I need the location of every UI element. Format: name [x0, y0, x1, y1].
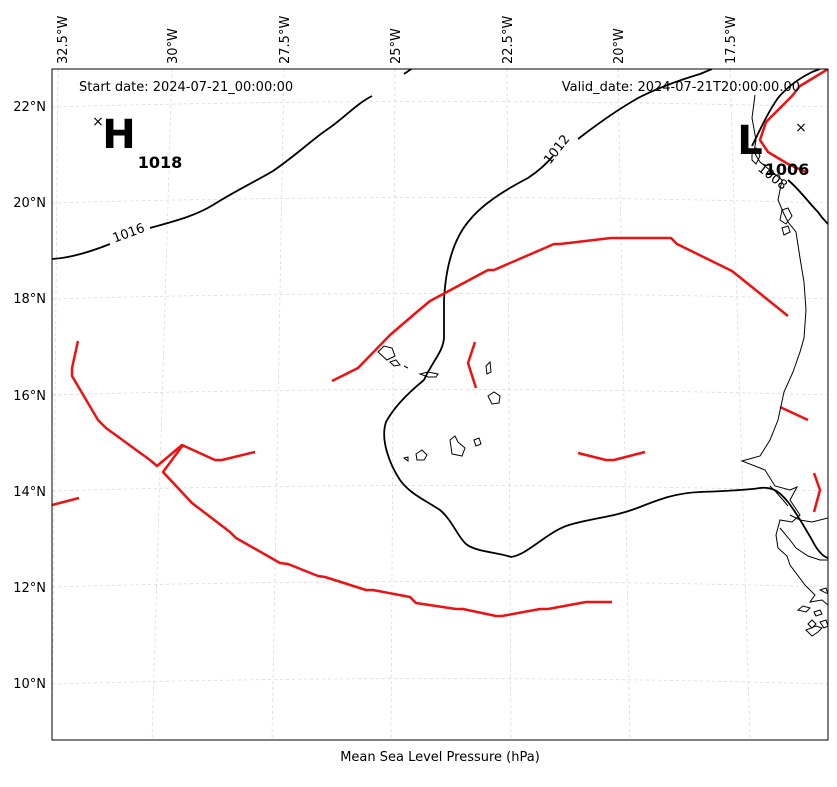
front-4: [331, 236, 789, 383]
meridian-30w: [151, 69, 173, 740]
island-fogo: [415, 449, 428, 461]
lat-label-12n: 12°N: [13, 581, 46, 596]
island-boa-vista: [487, 391, 501, 405]
lat-label-18n: 18°N: [13, 292, 46, 307]
longitude-labels: 32.5°W 30°W 27.5°W 25°W 22.5°W 20°W 17.5…: [56, 16, 739, 64]
low-center-symbol: L: [737, 118, 763, 164]
meridian-22-5w: [506, 69, 512, 740]
parallel-16n: [52, 389, 828, 396]
parallel-20n: [52, 197, 828, 204]
lon-label-32-5w: 32.5°W: [56, 16, 71, 64]
island-s4: [805, 625, 823, 637]
front-1: [70, 340, 256, 468]
isobar-1012: [423, 69, 713, 381]
island-sao-vicente: [389, 359, 401, 367]
contour-label-1012: 1012: [541, 132, 573, 167]
isobar-1012-south: [383, 379, 789, 558]
front-2: [161, 444, 612, 618]
front-3: [52, 496, 80, 507]
low-center-value: 1006: [765, 160, 810, 179]
isobar-edge: [787, 501, 828, 559]
lon-label-20w: 20°W: [612, 28, 627, 64]
island-sal: [485, 360, 492, 375]
high-pressure-center: × H 1018: [92, 112, 182, 172]
island-s5: [819, 619, 828, 629]
front-7: [779, 405, 809, 422]
coast-bissagos: [779, 527, 828, 561]
meridian-17-5w: [729, 69, 751, 740]
isobar-1008: [751, 69, 821, 147]
lat-label-16n: 16°N: [13, 389, 46, 404]
contour-labels: 1016 1012 1008: [111, 132, 790, 246]
isobars: [52, 69, 828, 559]
parallel-22n: [52, 101, 828, 108]
high-center-symbol: H: [102, 112, 135, 158]
meridian-27-5w: [271, 69, 285, 740]
fronts: [52, 69, 828, 618]
island-santa-luzia: [403, 365, 409, 369]
coast-gambia: [789, 514, 828, 523]
lon-label-27-5w: 27.5°W: [278, 16, 293, 64]
island-maio: [473, 437, 482, 447]
front-6: [577, 450, 646, 462]
valid-date-label: Valid_date: 2024-07-21T20:00:00.00: [562, 80, 800, 95]
high-center-marker: ×: [92, 114, 104, 130]
island-brava: [402, 456, 409, 462]
meridian-20w: [617, 69, 631, 740]
front-9: [758, 69, 828, 175]
isobar-1008-tail: [787, 179, 828, 225]
island-santiago: [449, 435, 466, 457]
lat-label-14n: 14°N: [13, 485, 46, 500]
lon-label-25w: 25°W: [389, 28, 404, 64]
island-sao-nicolau: [418, 371, 439, 378]
front-5: [466, 341, 478, 389]
parallel-12n: [52, 581, 828, 588]
lat-label-20n: 20°N: [13, 196, 46, 211]
map-caption: Mean Sea Level Pressure (hPa): [340, 750, 540, 765]
parallel-14n: [52, 485, 828, 492]
lat-label-10n: 10°N: [13, 677, 46, 692]
coast-cape-verde-peninsula: [769, 485, 789, 507]
parallel-10n: [52, 678, 828, 685]
meridian-32-5w: [52, 69, 59, 740]
low-center-marker: ×: [795, 120, 807, 136]
lon-label-30w: 30°W: [166, 28, 181, 64]
island-s3: [807, 619, 817, 629]
west-africa-coast: [740, 94, 828, 606]
high-center-value: 1018: [138, 153, 183, 172]
lon-label-17-5w: 17.5°W: [724, 16, 739, 64]
island-n1: [779, 207, 793, 225]
meridian-25w: [390, 69, 396, 740]
island-santo-antao: [377, 345, 396, 361]
island-n3: [751, 147, 761, 165]
low-pressure-center: × L 1006: [737, 118, 809, 179]
coastline: [377, 94, 828, 637]
start-date-label: Start date: 2024-07-21_00:00:00: [79, 80, 293, 95]
contour-label-1016: 1016: [111, 221, 147, 246]
island-s1: [796, 605, 811, 613]
map-frame: [51, 68, 829, 741]
lat-label-22n: 22°N: [13, 100, 46, 115]
lon-label-22-5w: 22.5°W: [501, 16, 516, 64]
latitude-labels: 22°N 20°N 18°N 16°N 14°N 12°N 10°N: [13, 100, 46, 692]
graticule: [52, 69, 828, 740]
island-s2: [813, 609, 823, 617]
island-n2: [781, 225, 791, 236]
isobar-1016: [52, 69, 413, 260]
front-8: [812, 472, 822, 513]
parallel-18n: [52, 293, 828, 300]
island-s6: [818, 587, 828, 595]
